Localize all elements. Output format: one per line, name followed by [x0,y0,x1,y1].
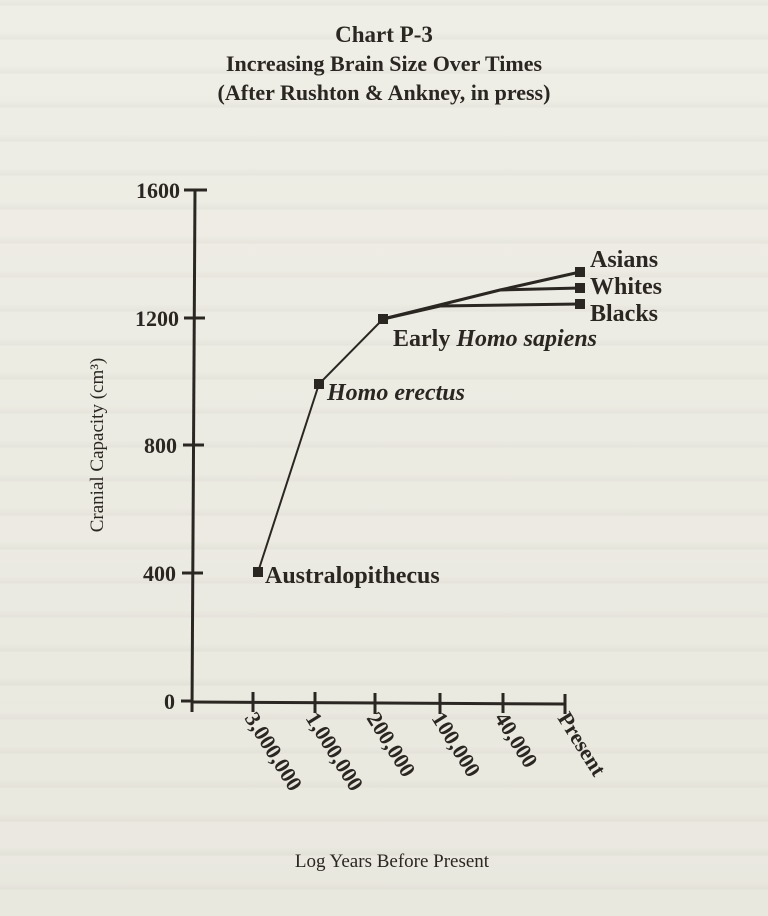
line-blacks-branch [382,302,581,321]
chart-number: Chart P-3 [335,22,433,47]
x-axis [191,692,567,714]
x-tick-100000: 100,000 [427,707,486,781]
x-tick-1000000: 1,000,000 [301,707,369,795]
line-whites [499,286,581,292]
x-tick-3000000: 3,000,000 [240,707,308,795]
x-axis-title: Log Years Before Present [295,851,490,872]
marker-blacks [575,299,585,309]
point-labels: Australopithecus Homo erectus Early Homo… [265,247,662,589]
y-tick-400: 400 [143,561,176,586]
y-tick-800: 800 [144,433,177,458]
label-homo-erectus: Homo erectus [326,380,465,406]
label-blacks: Blacks [590,301,658,327]
x-tick-200000: 200,000 [362,707,421,781]
y-axis [181,188,207,713]
y-tick-1200: 1200 [135,306,179,331]
x-tick-40000: 40,000 [490,707,543,772]
y-tick-1600: 1600 [136,178,180,203]
label-early-prefix: Early [393,326,456,352]
marker-australopithecus [253,567,263,577]
label-asians: Asians [590,247,658,273]
x-tick-present: Present [553,707,612,781]
line-main [257,318,384,573]
marker-early-homo-sapiens [378,314,388,324]
y-axis-title: Cranial Capacity (cm³) [87,358,108,533]
data-lines [257,270,581,573]
marker-whites [575,283,585,293]
x-tick-labels: 3,000,000 1,000,000 200,000 100,000 40,0… [240,707,612,795]
marker-homo-erectus [314,379,324,389]
label-australopithecus: Australopithecus [265,563,440,589]
chart-subtitle: (After Rushton & Ankney, in press) [217,80,551,105]
label-whites: Whites [590,274,662,300]
chart-title: Increasing Brain Size Over Times [225,51,543,76]
chart-title-block: Chart P-3 Increasing Brain Size Over Tim… [0,20,768,107]
label-homo-sapiens: Homo sapiens [455,326,597,352]
y-tick-labels: 1600 1200 800 400 0 [135,178,180,714]
label-early-homo-sapiens: Early Homo sapiens [393,326,597,352]
marker-asians [575,267,585,277]
y-tick-0: 0 [164,689,175,714]
data-markers [253,267,585,577]
